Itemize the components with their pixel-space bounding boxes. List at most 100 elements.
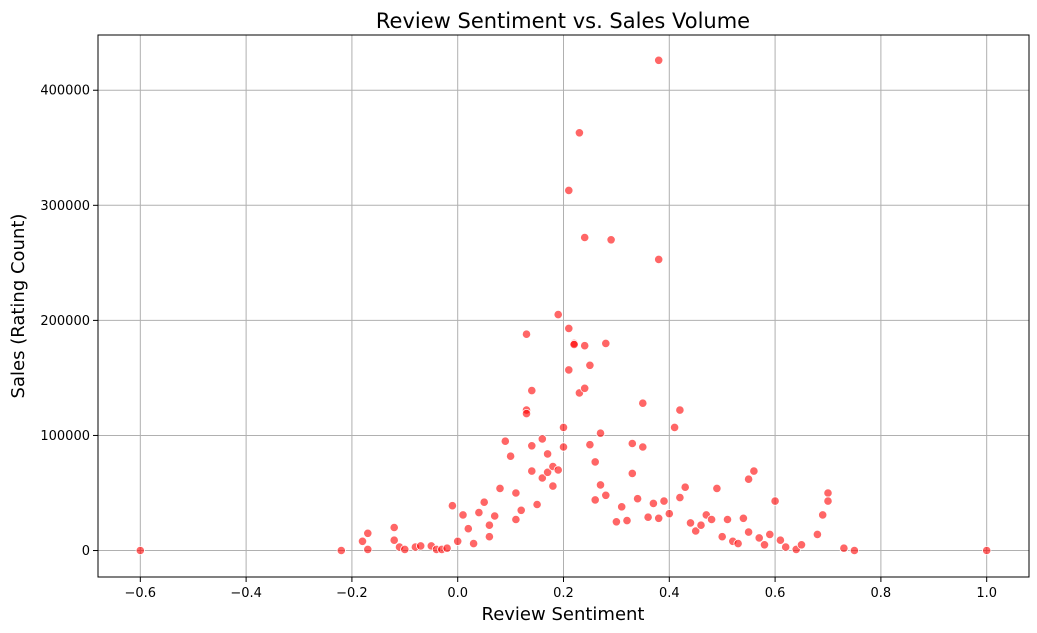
data-point [982,545,992,556]
data-point [580,383,590,393]
data-point [553,309,563,320]
chart-title: Review Sentiment vs. Sales Volume [376,9,750,33]
x-tick-label: 0.6 [765,586,786,601]
data-point [712,483,722,493]
data-point [659,496,669,506]
data-point [717,532,727,542]
data-point [458,510,468,520]
data-point [696,520,706,530]
x-tick-label: 0.8 [871,586,892,601]
data-point [759,540,770,550]
data-point [775,535,786,545]
data-point [564,365,574,375]
data-point [601,490,611,500]
data-point [664,509,674,519]
data-point [442,543,452,553]
data-point [601,338,611,348]
data-point [770,496,780,506]
data-point [706,514,717,525]
data-point [606,235,616,245]
data-point [505,451,516,461]
data-point [558,442,569,452]
x-tick-label: −0.6 [125,586,157,601]
data-point [632,494,643,504]
data-point [839,543,849,553]
data-point [516,505,526,515]
data-point [463,524,473,534]
data-point [474,507,484,518]
data-point [669,422,680,432]
data-point [479,497,489,507]
data-point [675,492,685,503]
data-point [654,254,664,264]
data-point [648,498,659,508]
data-point [453,536,463,546]
data-point [595,428,606,438]
x-tick-label: 0.2 [553,586,574,601]
data-point [627,468,637,478]
data-point [527,441,537,451]
data-point [564,185,574,195]
data-point [542,467,553,477]
data-point [743,474,754,484]
data-point [537,473,547,483]
x-tick-label: 0.0 [447,586,468,601]
data-point [590,457,600,467]
data-point [558,422,569,432]
data-point [416,541,426,551]
data-point [484,520,494,530]
grid [98,35,1029,577]
y-tick-label: 200000 [40,314,90,329]
data-point [722,514,733,525]
y-tick-label: 400000 [40,84,90,99]
x-tick-label: −0.2 [336,586,368,601]
data-point [580,232,590,243]
data-point [495,483,505,493]
data-point [135,545,145,556]
axis-ticks: −0.6 −0.4 −0.2 0.0 0.2 0.4 0.6 0.8 1.0 0 100000 200… [40,84,997,601]
x-tick-label: 0.4 [659,586,680,601]
y-tick-label: 300000 [40,199,90,214]
data-point [500,436,510,446]
data-point [675,405,685,415]
data-point [627,438,637,449]
data-point [611,517,622,527]
data-point [574,128,585,138]
x-tick-label: −0.4 [230,586,262,601]
data-point [527,385,537,396]
data-point [490,511,500,521]
y-tick-label: 100000 [40,429,90,444]
data-point [585,360,595,370]
data-point [548,481,558,491]
data-point [595,480,606,490]
data-point [389,535,399,545]
data-point [389,522,399,533]
data-point [527,466,537,476]
data-point [521,408,532,419]
data-point [400,544,410,555]
data-point [765,529,775,540]
data-point [542,449,553,459]
data-point [357,536,368,546]
data-point [336,545,346,556]
data-point [643,512,653,522]
data-point [511,514,521,525]
data-point [447,501,457,511]
data-point [363,528,373,538]
data-point [738,513,749,523]
data-point [484,532,494,542]
data-point [680,482,690,492]
data-point [749,466,759,476]
data-point [553,465,563,475]
data-point [823,488,833,498]
data-point [617,502,627,512]
data-point [580,341,590,351]
y-axis-label: Sales (Rating Count) [8,214,29,399]
data-point [622,515,632,526]
data-point [585,440,595,450]
data-point [849,545,860,556]
data-point [569,339,579,350]
data-point [654,513,664,523]
data-point [638,442,648,452]
